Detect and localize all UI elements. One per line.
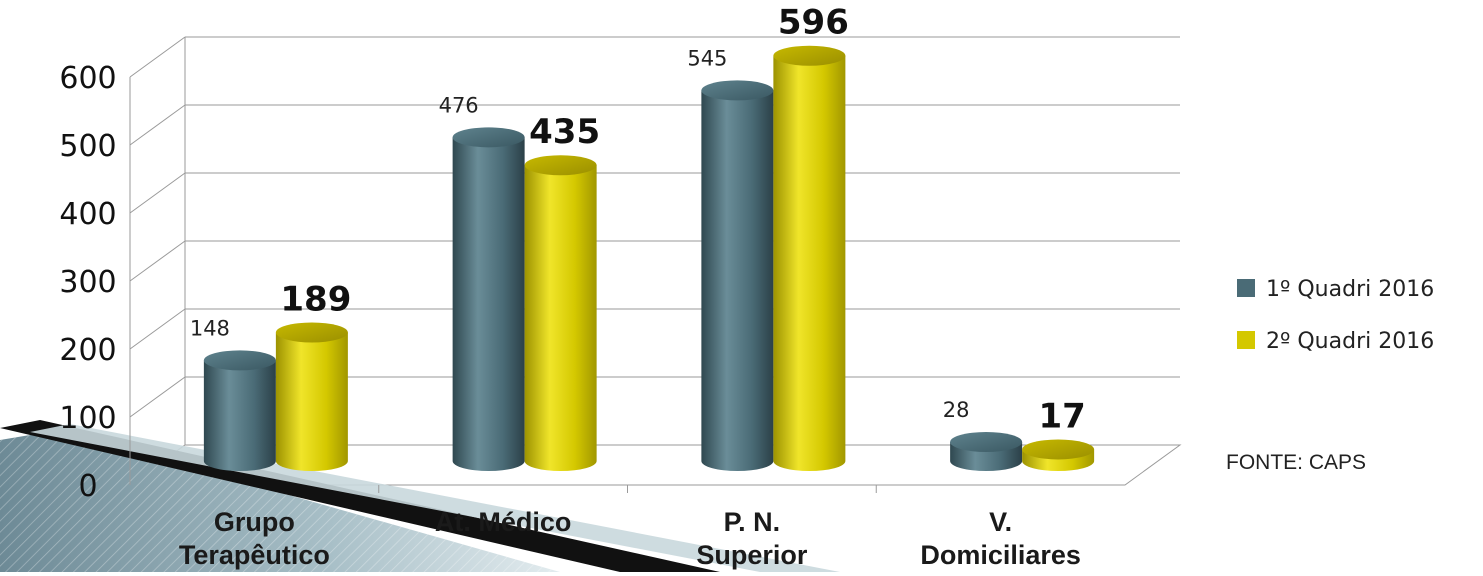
legend-label-series-2: 2º Quadri 2016: [1266, 329, 1434, 354]
gridline-side: [129, 172, 186, 214]
x-category-label: Terapêutico: [179, 540, 330, 570]
legend-label-series-1: 1º Quadri 2016: [1266, 277, 1434, 302]
bar-top: [275, 322, 348, 343]
y-tick-label: 100: [59, 401, 116, 436]
y-tick-label: 200: [59, 333, 116, 368]
data-label: 476: [439, 93, 479, 117]
bar-1-1: [203, 350, 276, 472]
x-category-label: Domiciliares: [920, 540, 1081, 570]
y-tick-label: 500: [59, 129, 116, 164]
label-layer: 148 189 476 435 545 596 28 17: [190, 3, 1086, 437]
x-category-label: At. Médico: [435, 507, 572, 537]
y-tick-label: 0: [78, 469, 97, 504]
legend-swatch-series-2: [1237, 331, 1255, 349]
x-category-label: Superior: [696, 540, 808, 570]
bar-body: [203, 360, 276, 472]
data-label: 17: [1038, 396, 1085, 436]
bar-layer: [203, 45, 1095, 472]
bar-2-4: [1022, 439, 1095, 472]
y-tick-label: 300: [59, 265, 116, 300]
bar-2-2: [524, 155, 597, 471]
gridline-side: [129, 104, 186, 146]
data-label: 435: [529, 112, 600, 152]
gridline-side: [129, 308, 186, 350]
source-note: FONTE: CAPS: [1226, 451, 1366, 474]
bar-top: [950, 431, 1023, 452]
bar-1-4: [950, 431, 1023, 472]
bar-top: [203, 350, 276, 371]
data-label: 189: [280, 279, 351, 319]
data-label: 28: [943, 398, 970, 422]
bar-body: [452, 137, 525, 472]
y-tick-label: 600: [59, 61, 116, 96]
bar-body: [524, 165, 597, 471]
legend-swatch-series-1: [1237, 279, 1255, 297]
y-tick-label: 400: [59, 197, 116, 232]
gridline-side: [129, 376, 186, 418]
x-category-label: V.: [989, 507, 1012, 537]
x-category-label: P. N.: [724, 507, 781, 537]
bar-top: [524, 155, 597, 176]
bar-1-3: [701, 80, 774, 472]
bar-2-1: [275, 322, 348, 472]
bar-2-3: [773, 45, 846, 472]
bar-top: [773, 45, 846, 66]
data-label: 545: [687, 46, 727, 70]
legend-item-series-1: 1º Quadri 2016: [1237, 277, 1434, 302]
data-label: 148: [190, 316, 230, 340]
legend: 1º Quadri 2016 2º Quadri 2016: [1237, 277, 1434, 354]
bar-body: [773, 55, 846, 472]
bar-body: [275, 332, 348, 472]
legend-item-series-2: 2º Quadri 2016: [1237, 329, 1434, 354]
bar-top: [1022, 439, 1095, 460]
data-label: 596: [778, 3, 849, 43]
gridline-side: [129, 36, 186, 78]
grid-layer: [128, 36, 1182, 486]
bar-1-2: [452, 127, 525, 472]
x-category-label: Grupo: [214, 507, 295, 537]
bar-top: [701, 80, 774, 101]
gridline-side: [129, 240, 186, 282]
bar-body: [701, 90, 774, 472]
bar-top: [452, 127, 525, 148]
